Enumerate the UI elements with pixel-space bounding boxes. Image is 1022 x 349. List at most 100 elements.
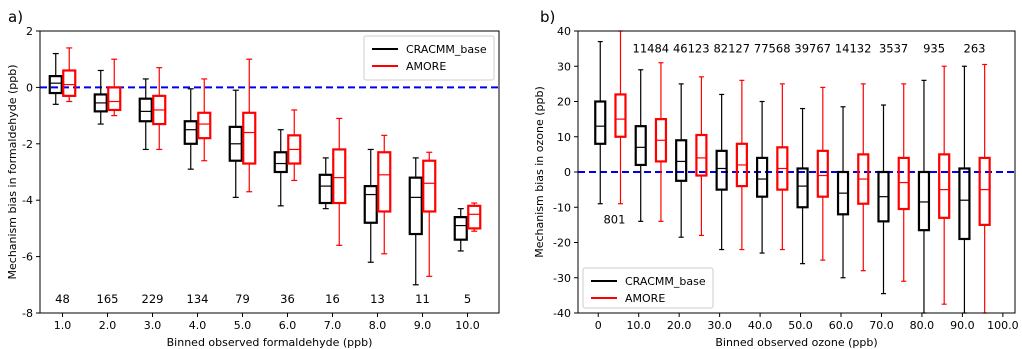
box-amore — [467, 202, 482, 232]
box-cracmm-base — [228, 89, 243, 198]
sample-count-label: 134 — [187, 292, 209, 306]
box-iqr — [978, 156, 991, 226]
box-cracmm-base — [958, 65, 971, 314]
box-iqr — [62, 69, 77, 97]
x-tick-label: 9.0 — [414, 319, 432, 332]
legend: CRACMM_base AMORE — [582, 267, 714, 309]
y-tick-label: -40 — [553, 307, 571, 320]
panel-label: b) — [540, 8, 555, 26]
box-iqr — [48, 75, 63, 95]
box-iqr — [273, 151, 288, 174]
box-iqr — [422, 159, 437, 213]
box-amore — [287, 109, 302, 182]
legend: CRACMM_base AMORE — [363, 35, 495, 81]
box-iqr — [318, 173, 333, 205]
box-iqr — [938, 153, 951, 219]
y-tick-label: 0 — [564, 166, 571, 179]
box-amore — [422, 151, 437, 277]
box-amore — [735, 79, 748, 251]
box-iqr — [107, 86, 122, 112]
box-amore — [978, 63, 991, 314]
box-amore — [62, 47, 77, 103]
y-tick-label: 30 — [557, 60, 571, 73]
box-cracmm-base — [408, 157, 423, 286]
y-tick-label: -8 — [22, 307, 33, 320]
panel-label: a) — [8, 8, 23, 26]
y-tick-label: 2 — [26, 25, 33, 38]
box-cracmm-base — [675, 83, 688, 238]
box-iqr — [695, 133, 708, 177]
x-tick-label: 10.0 — [626, 319, 651, 332]
sample-count-label: 11484 — [633, 42, 670, 56]
x-tick-label: 20.0 — [667, 319, 692, 332]
y-tick-label: 20 — [557, 96, 571, 109]
x-tick-label: 40.0 — [748, 319, 773, 332]
box-cracmm-base — [594, 40, 607, 205]
box-cracmm-base — [453, 208, 468, 252]
y-tick-label: -30 — [553, 272, 571, 285]
box-amore — [242, 58, 257, 193]
x-tick-label: 10.0 — [455, 319, 480, 332]
box-iqr — [897, 156, 910, 211]
box-amore — [107, 58, 122, 117]
sample-count-label: 14132 — [835, 42, 872, 56]
box-iqr — [614, 93, 627, 138]
box-iqr — [917, 170, 931, 232]
box-iqr — [816, 149, 829, 198]
sample-count-label: 48 — [55, 292, 70, 306]
sample-count-label: 935 — [923, 42, 945, 56]
y-axis-label: Mechanism bias in formaldehyde (ppb) — [6, 65, 19, 280]
box-amore — [776, 83, 789, 251]
sample-count-label: 46123 — [673, 42, 710, 56]
x-tick-label: 2.0 — [99, 319, 117, 332]
x-tick-label: 3.0 — [144, 319, 162, 332]
box-cracmm-base — [836, 106, 850, 279]
box-cracmm-base — [796, 107, 809, 265]
y-tick-label: 0 — [26, 81, 33, 94]
y-tick-label: -4 — [22, 194, 33, 207]
legend-label: AMORE — [406, 60, 446, 73]
x-tick-label: 90.0 — [950, 319, 975, 332]
box-iqr — [634, 125, 647, 167]
sample-count-label: 36 — [280, 292, 295, 306]
box-iqr — [408, 176, 423, 236]
box-iqr — [594, 100, 607, 145]
box-iqr — [715, 149, 728, 191]
box-amore — [857, 83, 870, 272]
box-iqr — [242, 111, 257, 165]
axes-frame — [39, 30, 500, 314]
box-iqr — [183, 120, 198, 145]
x-tick-label: 6.0 — [279, 319, 297, 332]
box-cracmm-base — [273, 129, 288, 207]
box-iqr — [363, 185, 378, 224]
box-cracmm-base — [363, 148, 378, 263]
box-amore — [152, 67, 167, 151]
box-cracmm-base — [715, 93, 728, 251]
box-cracmm-base — [756, 100, 769, 254]
box-cracmm-base — [138, 78, 153, 151]
box-iqr — [675, 139, 688, 182]
x-tick-label: 30.0 — [707, 319, 732, 332]
x-tick-label: 8.0 — [369, 319, 387, 332]
box-amore — [614, 30, 627, 205]
y-tick-label: 10 — [557, 131, 571, 144]
box-amore — [695, 76, 708, 237]
x-tick-label: 7.0 — [324, 319, 342, 332]
y-tick-label: -2 — [22, 138, 33, 151]
sample-count-label: 13 — [370, 292, 385, 306]
box-amore — [197, 78, 212, 162]
x-tick-label: 4.0 — [189, 319, 207, 332]
y-tick-label: -6 — [22, 251, 33, 264]
box-amore — [938, 65, 951, 305]
legend-label: AMORE — [625, 292, 665, 305]
box-iqr — [197, 111, 212, 140]
x-tick-label: 50.0 — [788, 319, 813, 332]
box-iqr — [453, 216, 468, 241]
legend-label: CRACMM_base — [406, 43, 487, 56]
legend-label: CRACMM_base — [625, 275, 706, 288]
box-cracmm-base — [183, 88, 198, 170]
box-cracmm-base — [917, 79, 931, 314]
box-iqr — [467, 204, 482, 230]
sample-count-label: 11 — [415, 292, 430, 306]
